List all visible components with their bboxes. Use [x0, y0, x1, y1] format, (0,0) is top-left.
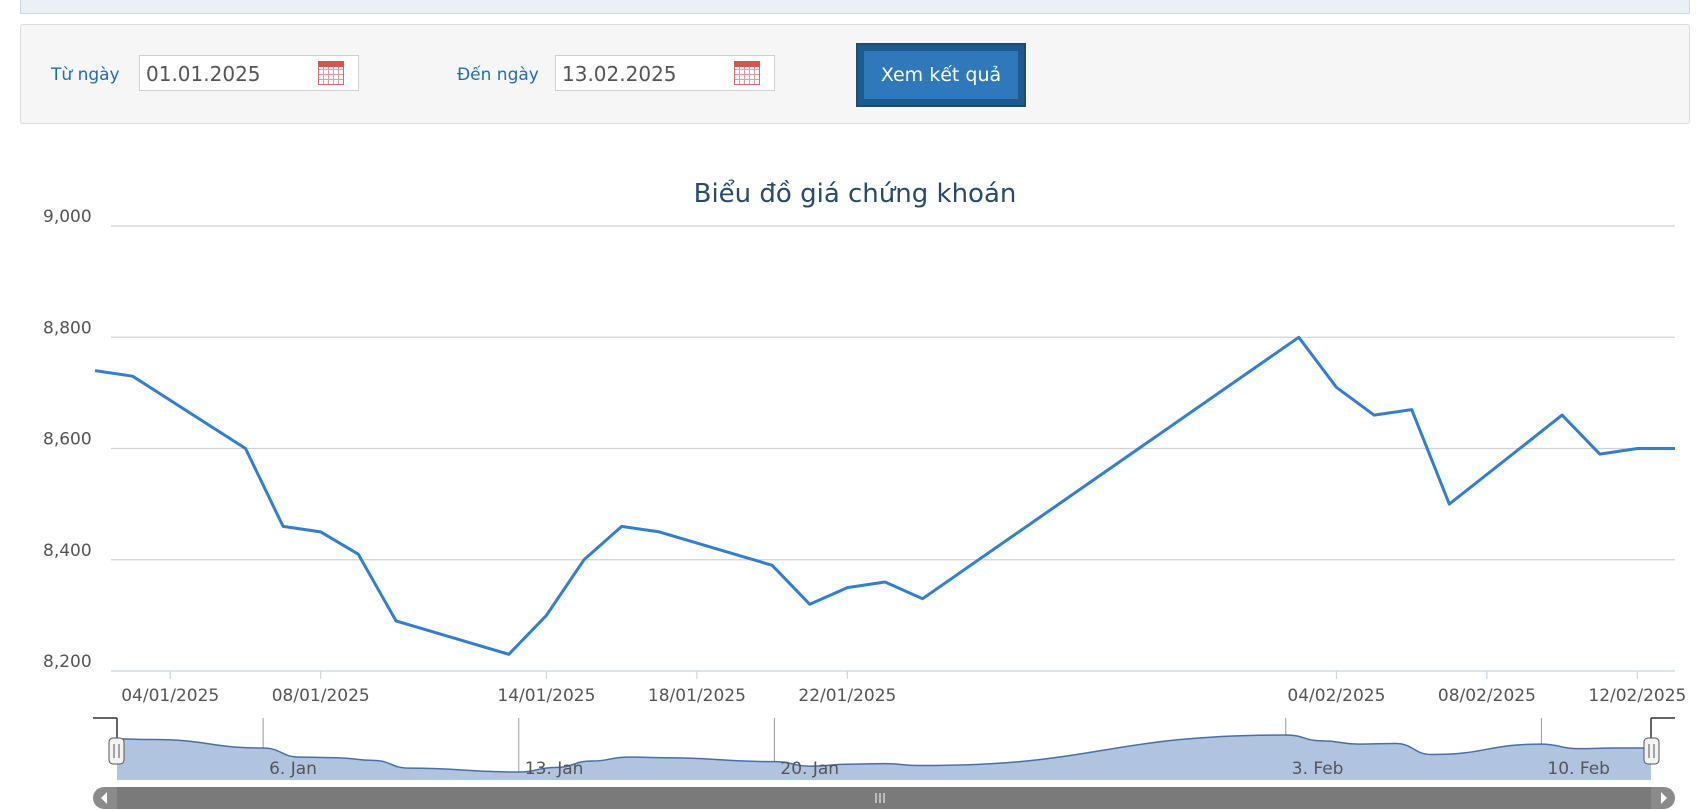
from-date-input[interactable]: 01.01.2025: [139, 55, 359, 91]
x-tick-label: 04/01/2025: [121, 686, 219, 706]
from-date-label: Từ ngày: [51, 65, 120, 85]
y-tick-label: 8,800: [43, 318, 92, 338]
navigator-label: 3. Feb: [1292, 759, 1344, 779]
scroll-left-arrow-icon[interactable]: [101, 792, 107, 804]
navigator-label: 13. Jan: [525, 759, 584, 779]
navigator-scrollbar[interactable]: [93, 787, 1675, 809]
navigator-line: [116, 734, 1651, 773]
chart-grid: [111, 225, 1675, 672]
view-results-label: Xem kết quả: [864, 51, 1018, 99]
navigator-right-handle[interactable]: [1643, 737, 1660, 765]
navigator-area: [117, 735, 1651, 780]
x-tick-label: 12/02/2025: [1588, 686, 1686, 706]
to-date-input[interactable]: 13.02.2025: [555, 55, 775, 91]
from-date-value: 01.01.2025: [146, 62, 261, 86]
calendar-icon[interactable]: [318, 61, 344, 85]
stock-price-chart: Biểu đồ giá chứng khoán 9,000 8,800 8,600 8…: [43, 178, 1686, 809]
x-tick-label: 08/01/2025: [272, 686, 370, 706]
top-info-bar: [20, 0, 1690, 14]
calendar-icon[interactable]: [734, 61, 760, 85]
range-navigator[interactable]: 6. Jan 13. Jan 20. Jan 3. Feb 10. Feb: [93, 717, 1675, 780]
date-filter-panel: Từ ngày 01.01.2025 Đến ngày 13.02.2025 X…: [20, 24, 1690, 124]
navigator-label: 10. Feb: [1547, 759, 1610, 779]
x-tick-label: 04/02/2025: [1287, 686, 1385, 706]
x-tick-label: 22/01/2025: [798, 686, 896, 706]
y-tick-label: 8,200: [43, 652, 92, 672]
x-tick-label: 08/02/2025: [1438, 686, 1536, 706]
x-tick-label: 18/01/2025: [648, 686, 746, 706]
navigator-labels: 6. Jan 13. Jan 20. Jan 3. Feb 10. Feb: [269, 759, 1610, 779]
scroll-right-arrow-icon[interactable]: [1661, 792, 1667, 804]
x-tick-label: 14/01/2025: [497, 686, 595, 706]
navigator-label: 20. Jan: [780, 759, 839, 779]
navigator-label: 6. Jan: [269, 759, 317, 779]
x-axis: 04/01/2025 08/01/2025 14/01/2025 18/01/2025…: [121, 671, 1686, 706]
view-results-button[interactable]: Xem kết quả: [856, 43, 1026, 107]
to-date-label: Đến ngày: [457, 65, 539, 85]
to-date-value: 13.02.2025: [562, 62, 677, 86]
navigator-left-handle[interactable]: [108, 737, 125, 765]
y-tick-label: 8,400: [43, 541, 92, 561]
y-axis: 9,000 8,800 8,600 8,400 8,200: [43, 207, 92, 672]
chart-title: Biểu đồ giá chứng khoán: [694, 178, 1017, 209]
y-tick-label: 8,600: [43, 430, 92, 450]
y-tick-label: 9,000: [43, 207, 92, 227]
price-series-line[interactable]: [94, 335, 1675, 656]
